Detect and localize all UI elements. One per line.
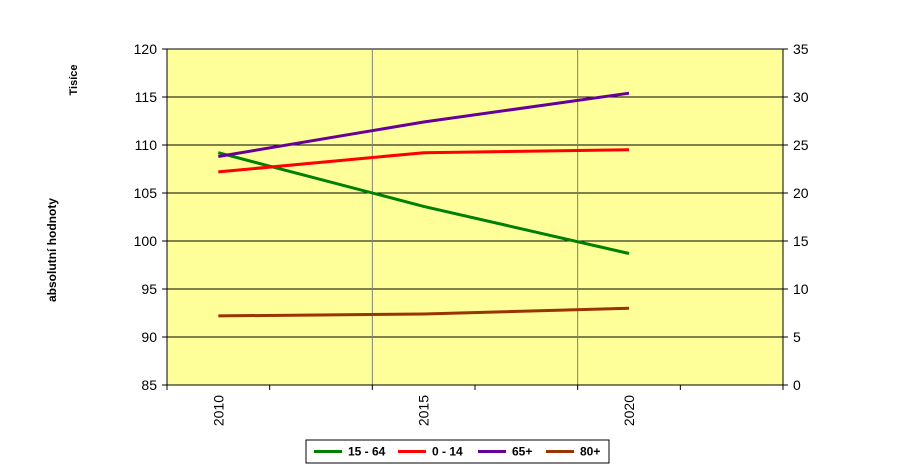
y-left-tick-label: 85 (141, 377, 157, 393)
series-line-65 (218, 91, 630, 158)
legend: 15 - 64 0 - 14 65+ 80+ (305, 439, 610, 464)
y-right-tick-label: 20 (793, 185, 809, 201)
legend-label: 15 - 64 (348, 445, 386, 459)
y-right-tick-label: 30 (793, 89, 809, 105)
y-left-tick-label: 115 (135, 89, 158, 105)
series-line-80 (218, 306, 630, 318)
y-right-tick-label: 35 (793, 41, 809, 57)
legend-box (305, 439, 610, 464)
unit-label: Tisíce (68, 65, 80, 96)
y-right-tick-label: 5 (793, 329, 801, 345)
y-left-tick-label: 100 (134, 233, 158, 249)
x-tick-label: 2020 (621, 395, 637, 426)
y-right-tick-label: 15 (793, 233, 809, 249)
y-axis-title: absolutní hodnoty (45, 198, 59, 302)
x-tick-label: 2010 (210, 395, 226, 426)
y-right-tick-label: 10 (793, 281, 809, 297)
grid-lines (167, 49, 783, 385)
y-left-tick-label: 120 (134, 41, 158, 57)
y-left-tick-label: 95 (141, 281, 157, 297)
y-left-tick-label: 90 (141, 329, 157, 345)
tick-labels: 85 90 95 100 105 110 115 120 0 5 10 15 20 25 30 35 2010 2… (134, 41, 809, 426)
legend-label: 65+ (512, 445, 532, 459)
y-right-tick-label: 25 (793, 137, 809, 153)
series-line-0-14 (218, 148, 630, 174)
series-lines (217, 91, 630, 318)
legend-label: 80+ (580, 445, 600, 459)
axes (162, 48, 788, 390)
y-left-tick-label: 110 (135, 137, 158, 153)
legend-label: 0 - 14 (432, 445, 463, 459)
x-tick-label: 2015 (416, 395, 432, 426)
y-left-tick-label: 105 (134, 185, 158, 201)
y-right-tick-label: 0 (793, 377, 801, 393)
series-line-15-64 (217, 151, 630, 255)
